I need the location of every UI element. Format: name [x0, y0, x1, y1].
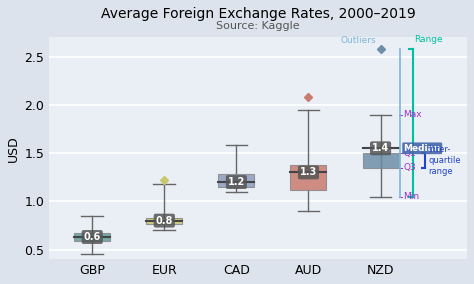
Text: Min: Min — [404, 192, 420, 201]
Text: Outliers: Outliers — [341, 36, 376, 45]
Text: Inter-
quartile
range: Inter- quartile range — [428, 145, 461, 176]
Bar — [291, 165, 327, 190]
Bar — [146, 218, 182, 224]
Y-axis label: USD: USD — [7, 135, 20, 162]
Text: Median: Median — [404, 144, 441, 153]
Bar — [363, 153, 399, 168]
Title: Average Foreign Exchange Rates, 2000–2019: Average Foreign Exchange Rates, 2000–201… — [100, 7, 415, 21]
Bar — [219, 174, 255, 187]
Text: Q1: Q1 — [404, 149, 416, 158]
Bar — [74, 233, 110, 241]
Text: Range: Range — [414, 35, 443, 44]
Text: 1.4: 1.4 — [372, 143, 389, 153]
Text: 1.2: 1.2 — [228, 177, 245, 187]
Text: Max: Max — [404, 110, 422, 119]
Text: 1.3: 1.3 — [300, 167, 317, 178]
Text: Source: Kaggle: Source: Kaggle — [216, 21, 300, 31]
Text: 0.8: 0.8 — [155, 216, 173, 225]
Text: Q3: Q3 — [404, 163, 416, 172]
Text: 0.6: 0.6 — [83, 232, 101, 242]
